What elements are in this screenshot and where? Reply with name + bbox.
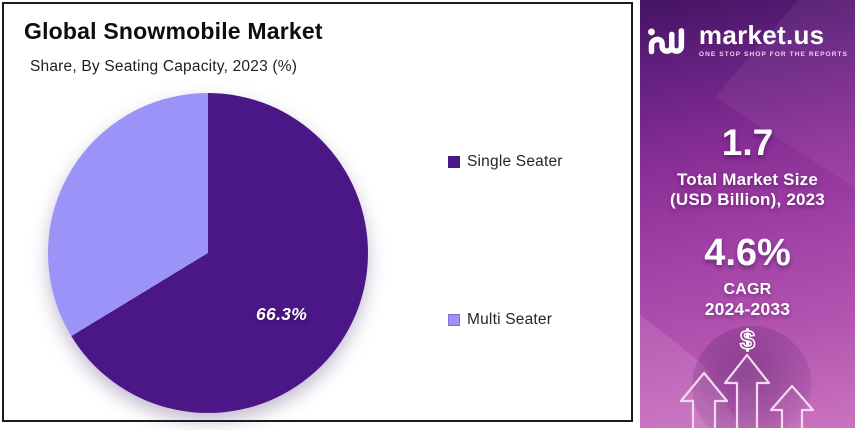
legend-item-multi-seater: Multi Seater	[448, 311, 552, 329]
pie-slice-value-label: 66.3%	[256, 304, 308, 324]
brand-name: market.us	[698, 20, 825, 50]
cagr-label: CAGR 2024-2033	[640, 280, 855, 320]
cagr-label-line2: 2024-2033	[704, 299, 791, 320]
legend-label: Single Seater	[467, 153, 563, 170]
market-us-logo-icon	[647, 28, 685, 55]
brand-sidebar: market.us ONE STOP SHOP FOR THE REPORTS …	[640, 0, 855, 428]
legend-swatch-single-seater	[448, 156, 460, 168]
legend-swatch-multi-seater	[448, 314, 460, 326]
dollar-icon: $	[739, 324, 756, 356]
legend-label: Multi Seater	[467, 311, 553, 328]
brand-wordmark: market.us ONE STOP SHOP FOR THE REPORTS	[699, 22, 848, 58]
cagr-value: 4.6%	[704, 232, 791, 274]
market-size-label-line2: (USD Billion), 2023	[670, 190, 825, 210]
chart-subtitle: Share, By Seating Capacity, 2023 (%)	[30, 58, 298, 75]
chart-panel: Global Snowmobile Market Share, By Seati…	[2, 2, 633, 422]
cagr-label-line1: CAGR	[723, 281, 772, 298]
brand-tagline: ONE STOP SHOP FOR THE REPORTS	[698, 51, 849, 58]
pie-chart	[48, 93, 368, 413]
background-circle	[692, 326, 812, 428]
market-size-label: Total Market Size (USD Billion), 2023	[640, 170, 855, 211]
page-title: Global Snowmobile Market	[24, 18, 323, 44]
market-size-value: 1.7	[721, 122, 774, 163]
brand-logo: market.us ONE STOP SHOP FOR THE REPORTS	[640, 22, 855, 58]
growth-arrows-icon	[679, 353, 815, 428]
market-size-label-line1: Total Market Size	[676, 170, 818, 189]
legend-item-single-seater: Single Seater	[448, 153, 563, 171]
